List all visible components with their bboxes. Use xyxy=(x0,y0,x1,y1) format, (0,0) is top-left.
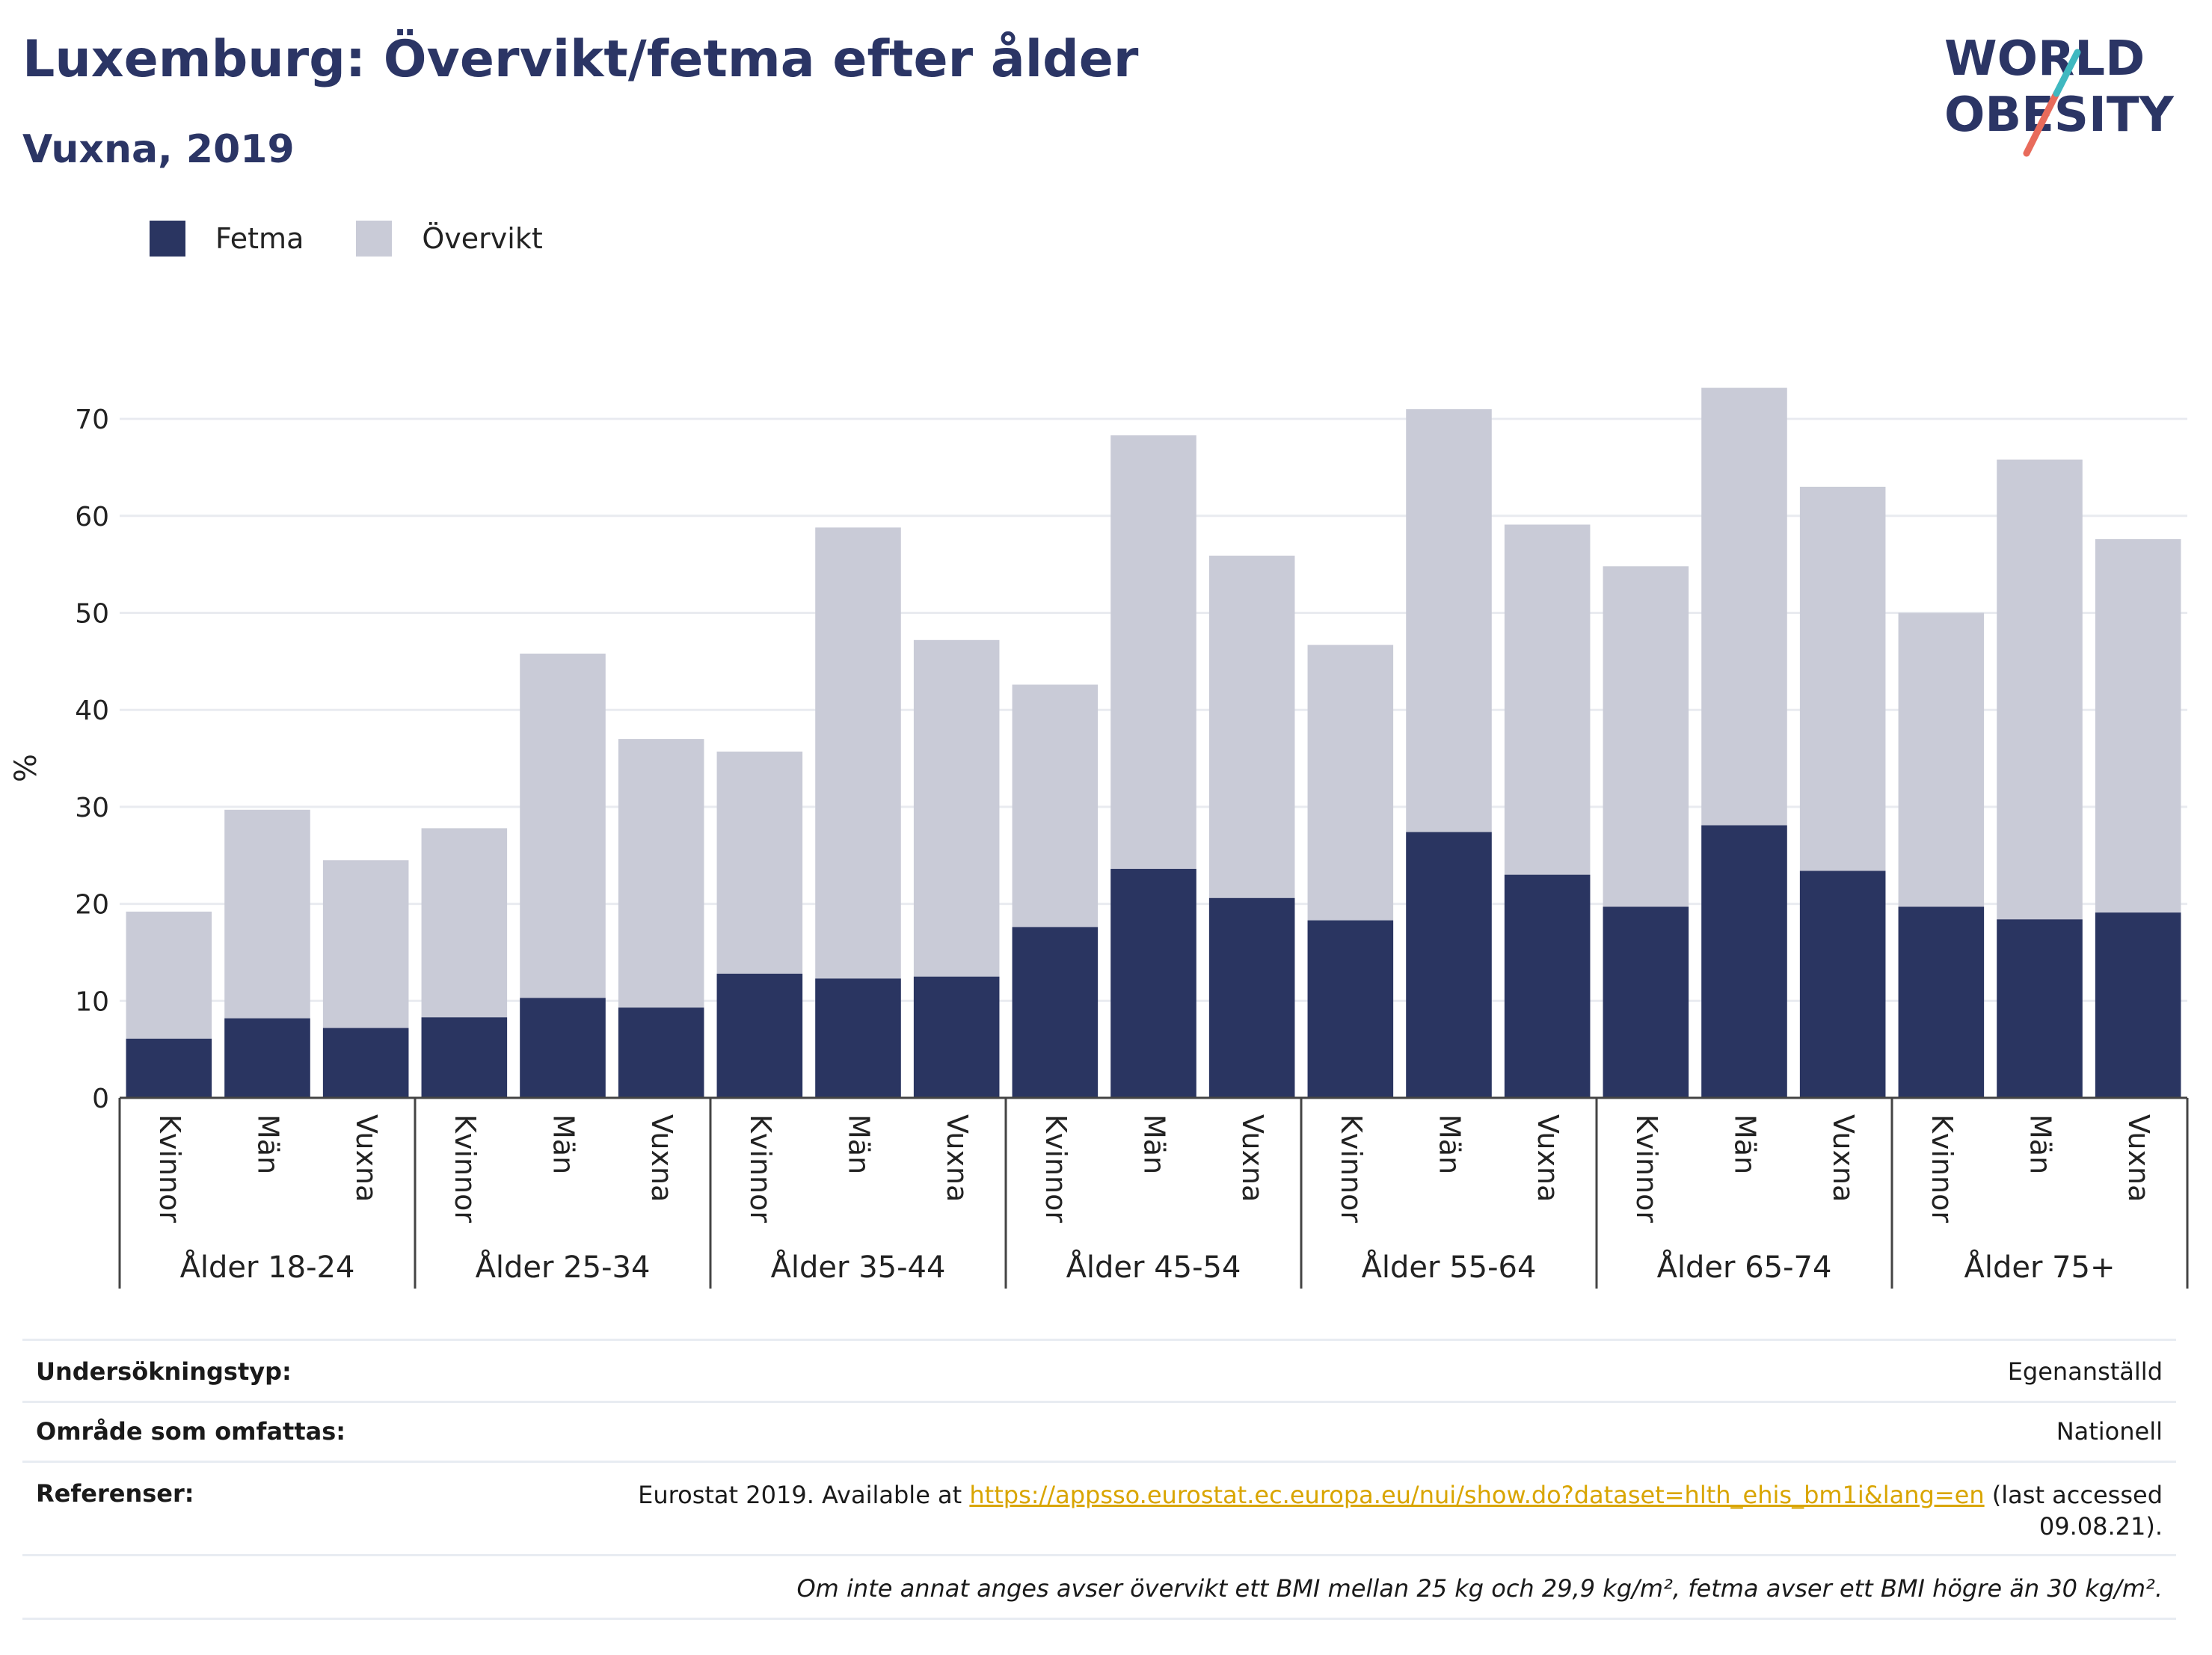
x-tick-label: Män xyxy=(252,1114,285,1174)
legend-swatch-fetma xyxy=(150,221,185,257)
bar-fetma xyxy=(1997,919,2083,1098)
x-tick-label: Kvinnor xyxy=(744,1114,777,1223)
x-tick-label: Kvinnor xyxy=(153,1114,186,1223)
y-axis-title: % xyxy=(9,754,43,782)
x-tick-label: Vuxna xyxy=(1236,1114,1269,1202)
bar-fetma xyxy=(322,1028,409,1098)
x-tick-label: Män xyxy=(547,1114,580,1174)
group-label: Ålder 18-24 xyxy=(180,1249,355,1285)
bar-fetma xyxy=(716,973,803,1098)
info-row-survey: Undersökningstyp: Egenanställd xyxy=(22,1339,2176,1403)
references-prefix: Eurostat 2019. Available at xyxy=(638,1481,970,1509)
x-tick-label: Kvinnor xyxy=(1926,1114,1958,1223)
group-label: Ålder 65-74 xyxy=(1657,1249,1832,1285)
bar-fetma xyxy=(1504,874,1591,1098)
group-label: Ålder 75+ xyxy=(1964,1249,2115,1285)
group-label: Ålder 45-54 xyxy=(1066,1249,1241,1285)
chart-legend: Fetma Övervikt xyxy=(150,221,595,257)
x-tick-label: Kvinnor xyxy=(1039,1114,1072,1223)
bar-fetma xyxy=(1406,832,1492,1098)
references-suffix: (last accessed xyxy=(1984,1481,2163,1509)
info-row-area: Område som omfattas: Nationell xyxy=(22,1401,2176,1463)
bar-fetma xyxy=(618,1007,704,1098)
bar-fetma xyxy=(1208,897,1295,1098)
bar-fetma xyxy=(520,998,606,1098)
y-tick-label: 10 xyxy=(75,986,109,1017)
group-label: Ålder 55-64 xyxy=(1362,1249,1537,1285)
info-row-references: Referenser: Eurostat 2019. Available at … xyxy=(22,1463,2176,1556)
legend-item-overvikt[interactable]: Övervikt xyxy=(356,221,543,257)
chart-subtitle: Vuxna, 2019 xyxy=(22,127,295,172)
group-label: Ålder 25-34 xyxy=(476,1249,651,1285)
survey-value: Egenanställd xyxy=(2007,1357,2163,1386)
bar-fetma xyxy=(1012,927,1099,1098)
y-tick-label: 50 xyxy=(75,599,109,630)
info-row-note: Om inte annat anges avser övervikt ett B… xyxy=(22,1556,2176,1620)
x-tick-label: Vuxna xyxy=(350,1114,383,1202)
x-tick-label: Män xyxy=(2024,1114,2057,1174)
logo-line2: OBESITY xyxy=(1944,87,2174,143)
area-label: Område som omfattas: xyxy=(36,1417,346,1446)
x-tick-label: Män xyxy=(1434,1114,1466,1174)
x-tick-label: Vuxna xyxy=(1531,1114,1564,1202)
group-label: Ålder 35-44 xyxy=(771,1249,946,1285)
bar-fetma xyxy=(1110,868,1196,1098)
bar-fetma xyxy=(1701,825,1787,1098)
legend-label-overvikt: Övervikt xyxy=(422,222,543,255)
x-tick-label: Män xyxy=(1729,1114,1762,1174)
chart-title: Luxemburg: Övervikt/fetma efter ålder xyxy=(22,30,1139,89)
bar-fetma xyxy=(224,1018,310,1098)
y-tick-label: 40 xyxy=(75,696,109,726)
bar-fetma xyxy=(1898,906,1985,1098)
legend-swatch-overvikt xyxy=(356,221,393,257)
bar-fetma xyxy=(815,978,901,1098)
x-tick-label: Vuxna xyxy=(941,1114,974,1202)
area-value: Nationell xyxy=(2056,1417,2163,1446)
bar-fetma xyxy=(1799,871,1886,1098)
bar-fetma xyxy=(2095,912,2181,1098)
bar-chart: 0 10 20 30 40 50 60 70% Kvinnor Män Vuxna Kvinnor Mä… xyxy=(9,387,2189,1289)
bar-fetma xyxy=(421,1017,508,1098)
x-tick-label: Kvinnor xyxy=(1630,1114,1663,1223)
logo-line1: WORLD xyxy=(1944,31,2145,87)
x-tick-label: Män xyxy=(843,1114,876,1174)
references-label: Referenser: xyxy=(36,1479,194,1508)
y-tick-label: 0 xyxy=(92,1084,109,1114)
references-link[interactable]: https://appsso.eurostat.ec.europa.eu/nui… xyxy=(969,1481,1985,1509)
bar-fetma xyxy=(1603,906,1689,1098)
y-tick-label: 20 xyxy=(75,890,109,921)
y-tick-label: 70 xyxy=(75,405,109,435)
y-tick-label: 30 xyxy=(75,793,109,823)
legend-item-fetma[interactable]: Fetma xyxy=(150,221,304,257)
survey-label: Undersökningstyp: xyxy=(36,1357,292,1386)
world-obesity-logo: WORLD OBESITY xyxy=(1944,31,2174,157)
x-tick-label: Vuxna xyxy=(2122,1114,2155,1202)
bar-fetma xyxy=(913,976,1000,1098)
references-date: 09.08.21). xyxy=(2039,1512,2163,1541)
bar-fetma xyxy=(1307,920,1394,1098)
bar-fetma xyxy=(126,1038,212,1098)
x-tick-label: Kvinnor xyxy=(449,1114,482,1223)
references-value: Eurostat 2019. Available at https://apps… xyxy=(638,1479,2163,1542)
x-tick-label: Män xyxy=(1138,1114,1171,1174)
x-tick-label: Kvinnor xyxy=(1335,1114,1368,1223)
x-tick-label: Vuxna xyxy=(1827,1114,1860,1202)
legend-label-fetma: Fetma xyxy=(215,222,304,255)
definition-note: Om inte annat anges avser övervikt ett B… xyxy=(796,1574,2163,1603)
x-tick-label: Vuxna xyxy=(645,1114,678,1202)
y-tick-label: 60 xyxy=(75,502,109,532)
